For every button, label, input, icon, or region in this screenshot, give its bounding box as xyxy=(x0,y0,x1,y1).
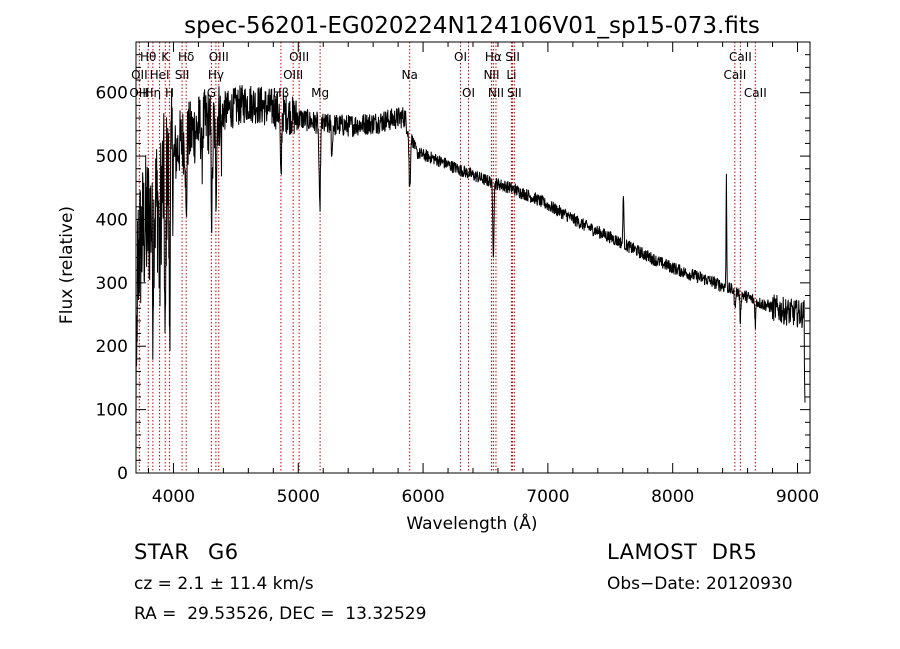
line-marker-label: HeI xyxy=(150,68,170,82)
line-marker-label: CaII xyxy=(729,50,752,64)
line-marker-label: CaII xyxy=(723,68,746,82)
line-marker-label: SII xyxy=(507,86,522,100)
line-marker-label: Hθ xyxy=(140,50,156,64)
x-tick-label: 9000 xyxy=(776,487,819,507)
chart-title: spec-56201-EG020224N124106V01_sp15-073.f… xyxy=(184,13,760,39)
y-tick-label: 0 xyxy=(117,464,128,484)
x-tick-label: 6000 xyxy=(401,487,444,507)
line-marker-label: Mg xyxy=(311,86,329,100)
object-class: STAR xyxy=(134,540,190,564)
line-marker-label: Hγ xyxy=(208,68,224,82)
line-marker-label: NII xyxy=(483,68,499,82)
line-marker-label: OI xyxy=(454,50,467,64)
x-tick-label: 7000 xyxy=(526,487,569,507)
x-tick-label: 4000 xyxy=(152,487,195,507)
x-tick-label: 8000 xyxy=(651,487,694,507)
line-marker-label: Li xyxy=(506,68,516,82)
line-marker-label: SII xyxy=(505,50,520,64)
y-tick-label: 200 xyxy=(96,337,128,357)
y-tick-label: 500 xyxy=(96,147,128,167)
line-marker-label: CaII xyxy=(744,86,767,100)
y-tick-label: 100 xyxy=(96,401,128,421)
line-marker-label: G xyxy=(207,86,216,100)
line-marker-label: OII xyxy=(131,68,148,82)
line-marker-label: Hα xyxy=(485,50,502,64)
line-marker-label: OIII xyxy=(289,50,309,64)
survey-name: LAMOST DR5 xyxy=(607,540,758,564)
coordinates: RA = 29.53526, DEC = 13.32529 xyxy=(134,604,427,624)
y-tick-label: 400 xyxy=(96,210,128,230)
line-marker-label: OIII xyxy=(209,50,229,64)
line-marker-label: K xyxy=(161,50,170,64)
y-axis: 0 100 200 300 400 500 600 xyxy=(96,54,810,484)
line-marker-label: Na xyxy=(402,68,418,82)
line-marker-label: NII xyxy=(488,86,504,100)
observation-date: Obs−Date: 20120930 xyxy=(607,574,793,594)
object-subclass: G6 xyxy=(208,540,239,564)
y-tick-label: 600 xyxy=(96,84,128,104)
x-axis-label: Wavelength (Å) xyxy=(406,512,537,534)
redshift-velocity: cz = 2.1 ± 11.4 km/s xyxy=(134,574,314,594)
x-tick-label: 5000 xyxy=(277,487,320,507)
line-marker-label: SII xyxy=(175,68,190,82)
line-marker-label: Hη xyxy=(145,86,162,100)
x-axis: 4000 5000 6000 7000 8000 9000 xyxy=(147,42,819,507)
line-marker-label: OI xyxy=(462,86,475,100)
spectrum-line xyxy=(135,85,806,425)
y-axis-label: Flux (relative) xyxy=(57,206,77,324)
line-marker-label: OIII xyxy=(283,68,303,82)
line-marker-label: Hδ xyxy=(178,50,194,64)
line-marker-label: H xyxy=(165,86,174,100)
y-tick-label: 300 xyxy=(96,274,128,294)
